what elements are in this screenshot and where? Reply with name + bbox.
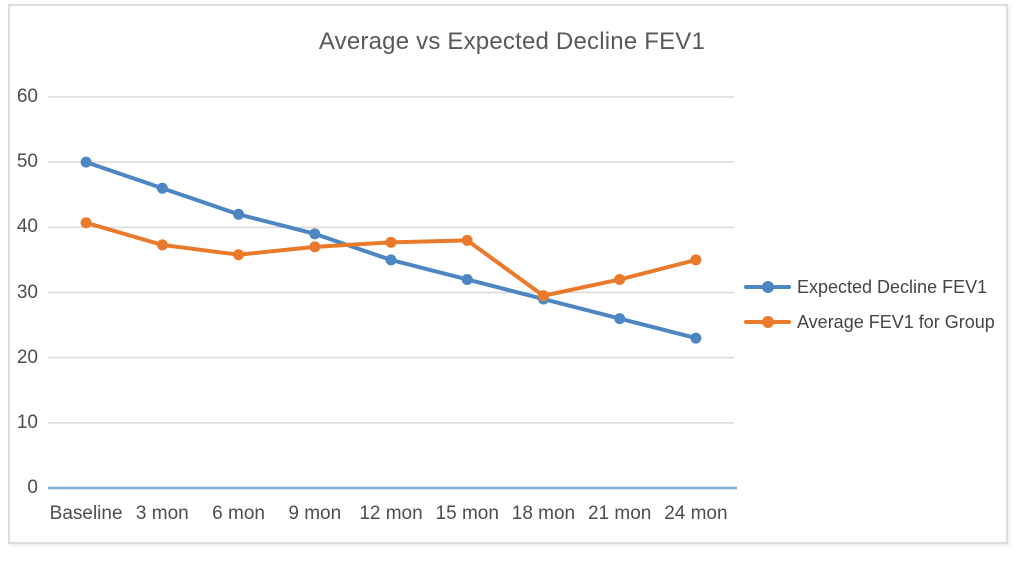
x-tick-label: 9 mon [288, 503, 342, 524]
data-point-marker [80, 156, 92, 168]
y-tick-label: 50 [16, 151, 38, 173]
legend-item-1: Average FEV1 for Group [744, 311, 995, 333]
x-tick-label: 21 mon [587, 503, 652, 524]
legend-label: Average FEV1 for Group [797, 311, 995, 332]
data-point-marker [156, 182, 168, 194]
y-tick-label: 40 [16, 216, 38, 238]
x-tick-label: 3 mon [135, 503, 189, 524]
data-point-marker [537, 290, 549, 302]
data-point-marker [461, 273, 473, 285]
chart-title: Average vs Expected Decline FEV1 [318, 28, 706, 55]
data-point-marker [690, 332, 702, 344]
data-point-marker [614, 313, 626, 325]
chart-frame [8, 4, 1008, 544]
data-point-marker [80, 217, 92, 229]
data-point-marker [309, 241, 321, 253]
data-point-marker [614, 273, 626, 285]
data-point-marker [233, 249, 245, 261]
series-line-0 [84, 160, 698, 341]
legend-label: Expected Decline FEV1 [797, 276, 988, 297]
data-point-marker [461, 234, 473, 246]
y-tick-label: 20 [16, 346, 38, 368]
x-tick-label: 24 mon [664, 503, 728, 524]
data-point-marker [156, 239, 168, 251]
y-tick-label: 0 [27, 477, 38, 498]
y-tick-label: 10 [16, 411, 38, 433]
legend-marker-icon [744, 316, 791, 328]
x-tick-label: Baseline [49, 503, 123, 524]
y-tick-label: 60 [16, 86, 38, 107]
y-tick-label: 30 [16, 281, 38, 303]
x-tick-label: 18 mon [511, 503, 576, 524]
x-tick-label: 12 mon [359, 503, 423, 524]
x-tick-label: 6 mon [212, 503, 265, 524]
data-point-marker [385, 254, 397, 266]
data-point-marker [385, 236, 397, 248]
data-point-marker [690, 254, 702, 266]
data-point-marker [233, 208, 245, 220]
legend-item-0: Expected Decline FEV1 [744, 276, 987, 298]
data-point-marker [309, 228, 321, 240]
x-tick-label: 15 mon [435, 503, 499, 524]
legend-marker-icon [744, 281, 791, 293]
